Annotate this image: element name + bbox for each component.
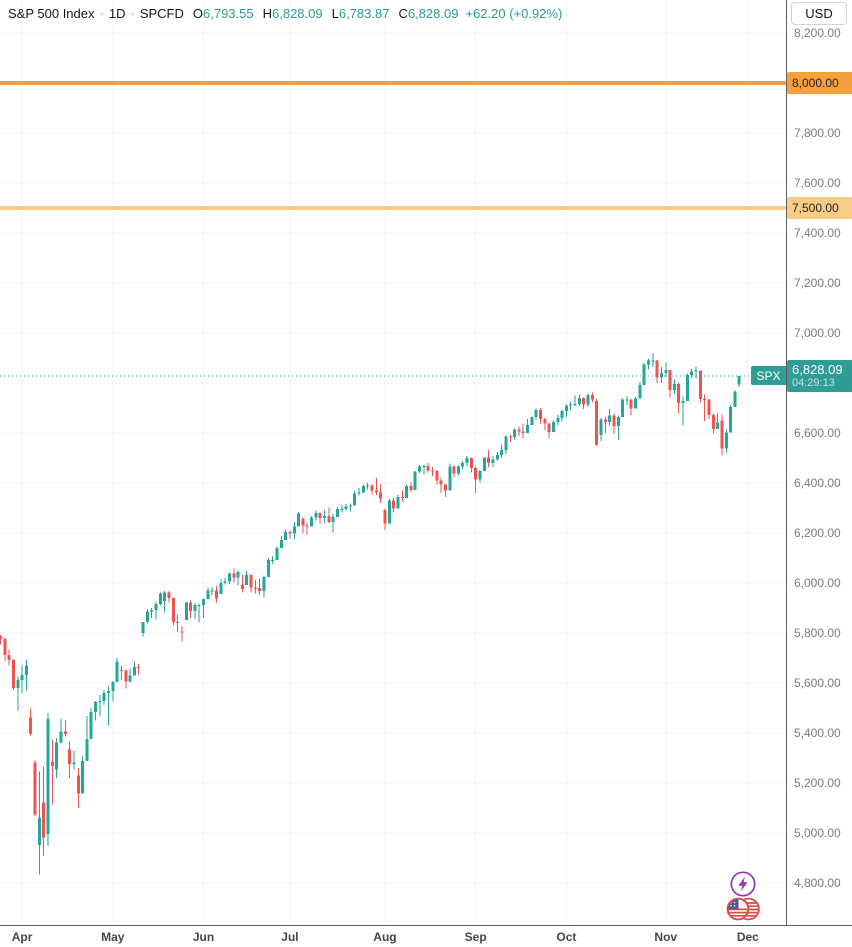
legend-separator: · bbox=[130, 6, 135, 21]
lightning-bolt-icon[interactable] bbox=[729, 870, 757, 898]
month-label: Dec bbox=[736, 930, 759, 944]
high-value: 6,828.09 bbox=[272, 6, 323, 21]
month-label: Nov bbox=[654, 930, 678, 944]
price-axis-label: 5,000.00 bbox=[794, 826, 841, 840]
price-axis-label: 8,200.00 bbox=[794, 26, 841, 40]
price-axis-label: 6,600.00 bbox=[794, 426, 841, 440]
price-axis-label: 4,800.00 bbox=[794, 876, 841, 890]
open-label: O bbox=[192, 6, 203, 21]
month-label: Jun bbox=[192, 930, 215, 944]
price-axis-label: 6,400.00 bbox=[794, 476, 841, 490]
candlestick-chart[interactable] bbox=[0, 0, 786, 925]
currency-button[interactable]: USD bbox=[791, 2, 847, 25]
price-axis-label: 6,200.00 bbox=[794, 526, 841, 540]
price-axis[interactable]: 6,828.09 04:29:13 8,200.00 7,800.00 7,600.… bbox=[786, 0, 852, 925]
close-label: C bbox=[398, 6, 408, 21]
price-axis-label: 7,400.00 bbox=[794, 226, 841, 240]
price-axis-label: 7,600.00 bbox=[794, 176, 841, 190]
price-axis-label: 7,200.00 bbox=[794, 276, 841, 290]
open-value: 6,793.55 bbox=[203, 6, 254, 21]
price-axis-label: 7,800.00 bbox=[794, 126, 841, 140]
price-level-badge: 7,500.00 bbox=[787, 197, 852, 219]
price-axis-label: 5,600.00 bbox=[794, 676, 841, 690]
countdown-timer: 04:29:13 bbox=[792, 376, 835, 389]
month-label: May bbox=[101, 930, 125, 944]
high-label: H bbox=[262, 6, 272, 21]
low-label: L bbox=[331, 6, 339, 21]
time-axis[interactable]: Apr May Jun Jul Aug Sep Oct Nov Dec bbox=[0, 925, 852, 947]
us-flag-icon[interactable] bbox=[725, 895, 762, 923]
month-label: Jul bbox=[281, 930, 299, 944]
month-label: Oct bbox=[556, 930, 577, 944]
symbol-title[interactable]: S&P 500 Index bbox=[8, 6, 95, 21]
price-axis-label: 5,400.00 bbox=[794, 726, 841, 740]
currency-label: USD bbox=[805, 6, 833, 21]
close-value: 6,828.09 bbox=[407, 6, 459, 21]
month-label: Apr bbox=[11, 930, 33, 944]
price-line-symbol-badge: SPX bbox=[751, 366, 786, 386]
price-axis-label: 6,000.00 bbox=[794, 576, 841, 590]
change-value: +62.20 (+0.92%) bbox=[465, 6, 563, 21]
last-price-badge: 6,828.09 04:29:13 bbox=[787, 359, 852, 392]
interval-value[interactable]: 1D bbox=[108, 6, 126, 21]
chart-plot-area[interactable]: S&P 500 Index · 1D · SPCFD O6,793.55 H6,828.09… bbox=[0, 0, 786, 925]
last-price-value: 6,828.09 bbox=[792, 361, 843, 377]
price-axis-label: 5,200.00 bbox=[794, 776, 841, 790]
price-axis-label: 7,000.00 bbox=[794, 326, 841, 340]
exchange-value[interactable]: SPCFD bbox=[139, 6, 184, 21]
month-label: Aug bbox=[373, 930, 397, 944]
price-level-badge: 8,000.00 bbox=[787, 72, 852, 94]
low-value: 6,783.87 bbox=[338, 6, 390, 21]
price-axis-label: 5,800.00 bbox=[794, 626, 841, 640]
price-line-symbol-text: SPX bbox=[756, 368, 781, 383]
month-label: Sep bbox=[464, 930, 487, 944]
chart-legend: S&P 500 Index · 1D · SPCFD O6,793.55 H6,828.09… bbox=[8, 6, 562, 21]
legend-separator: · bbox=[99, 6, 104, 21]
